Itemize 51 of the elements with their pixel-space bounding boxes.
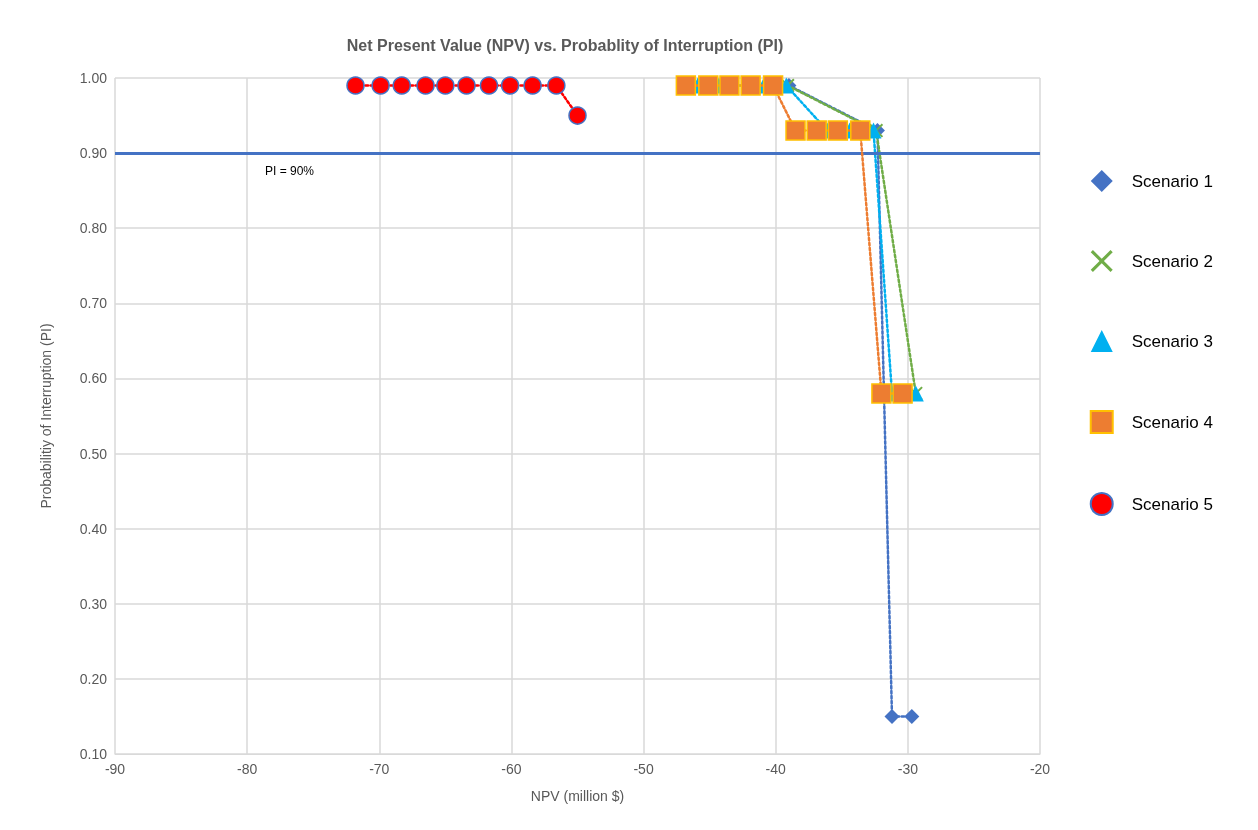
x-tick-label: -70 [369, 761, 390, 777]
x-tick-label: -60 [501, 761, 522, 777]
point [884, 708, 900, 724]
point [740, 75, 761, 96]
point [785, 120, 806, 141]
y-tick-label: 0.40 [79, 520, 108, 537]
legend-label: Scenario 1 [1131, 171, 1214, 191]
y-tick-label: 1.00 [79, 70, 108, 86]
point [392, 76, 411, 95]
point [871, 383, 892, 404]
point [762, 75, 784, 96]
point [850, 120, 871, 141]
point [904, 708, 920, 724]
legend-label: Scenario 3 [1131, 331, 1214, 351]
legend-label: Scenario 5 [1131, 494, 1214, 514]
point [523, 76, 542, 95]
chart-title: Net Present Value (NPV) vs. Probablity of Interruption (PI) [346, 36, 784, 54]
x-tick-label: -40 [765, 761, 787, 777]
point [568, 106, 587, 125]
x-axis-title: NPV (million $) [530, 788, 625, 804]
point [457, 76, 476, 95]
point [416, 76, 435, 95]
x-tick-label: -50 [633, 761, 654, 777]
y-axis-title: Probabilitiy of Interruption (PI) [38, 323, 54, 509]
point [806, 120, 827, 141]
point [436, 76, 455, 95]
point [371, 76, 390, 95]
x-tick-label: -80 [237, 761, 258, 777]
point [479, 76, 499, 95]
y-tick-label: 0.10 [79, 746, 108, 762]
x-tick-label: -20 [1029, 761, 1051, 777]
point [719, 75, 740, 96]
legend-label: Scenario 2 [1131, 251, 1214, 271]
ref-line-label: PI = 90% [265, 164, 315, 179]
y-tick-label: 0.60 [79, 370, 108, 387]
point [346, 76, 365, 95]
y-tick-label: 0.80 [79, 220, 108, 237]
y-tick-label: 0.30 [79, 595, 108, 612]
x-tick-label: -90 [104, 761, 126, 777]
point [500, 76, 520, 95]
x-tick-label: -30 [897, 761, 919, 777]
point [698, 75, 719, 96]
point [547, 76, 566, 95]
point [892, 383, 913, 404]
y-tick-label: 0.20 [79, 670, 108, 687]
y-tick-label: 0.50 [79, 445, 108, 462]
y-tick-label: 0.90 [79, 145, 108, 162]
legend-label: Scenario 4 [1131, 412, 1214, 432]
point [675, 75, 697, 96]
y-tick-label: 0.70 [79, 295, 108, 312]
point [827, 120, 849, 141]
